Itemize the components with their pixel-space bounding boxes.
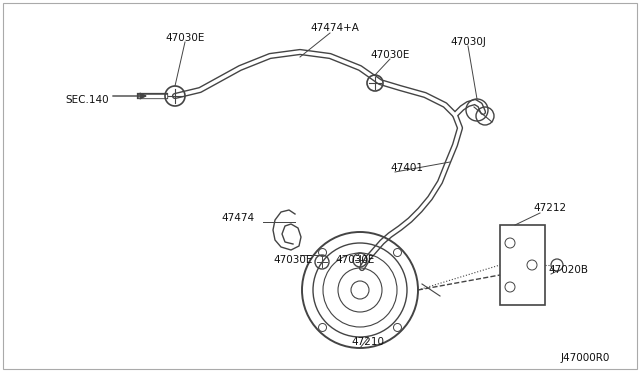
Bar bbox=[500, 225, 545, 305]
Text: 47030E: 47030E bbox=[165, 33, 205, 43]
Text: 47030E: 47030E bbox=[273, 255, 313, 265]
Text: 47474: 47474 bbox=[222, 213, 255, 223]
Text: 47401: 47401 bbox=[390, 163, 423, 173]
Text: 47474+A: 47474+A bbox=[310, 23, 360, 33]
Text: 47030E: 47030E bbox=[371, 50, 410, 60]
Text: 47030J: 47030J bbox=[450, 37, 486, 47]
Text: J47000R0: J47000R0 bbox=[561, 353, 610, 363]
Text: 47212: 47212 bbox=[533, 203, 566, 213]
Text: 47030E: 47030E bbox=[335, 255, 374, 265]
Text: SEC.140: SEC.140 bbox=[65, 95, 109, 105]
Text: 47210: 47210 bbox=[351, 337, 385, 347]
Text: 47020B: 47020B bbox=[548, 265, 588, 275]
